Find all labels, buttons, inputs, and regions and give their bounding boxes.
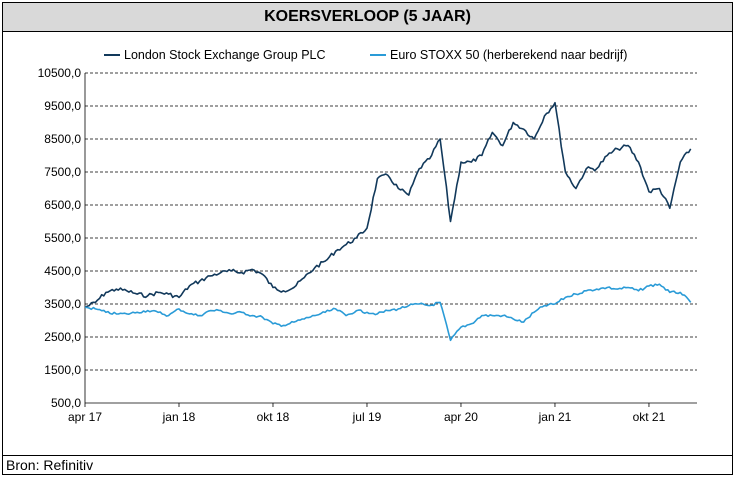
- chart-title: KOERSVERLOOP (5 JAAR): [3, 3, 732, 32]
- x-tick-label: apr 17: [68, 410, 102, 424]
- x-axis-labels: apr 17 jan 18 okt 18 jul 19 apr 20 jan 21 okt …: [68, 410, 666, 424]
- y-tick-label: 3500,0: [44, 297, 81, 311]
- series-lines: [84, 101, 692, 342]
- legend: London Stock Exchange Group PLC Euro STOX…: [104, 48, 627, 62]
- gridlines: [84, 72, 697, 407]
- x-tick-label: jul 19: [352, 410, 382, 424]
- y-tick-label: 500,0: [51, 396, 81, 410]
- y-tick-label: 2500,0: [44, 330, 81, 344]
- y-tick-label: 1500,0: [44, 363, 81, 377]
- x-tick-label: jan 21: [538, 410, 572, 424]
- y-tick-label: 5500,0: [44, 231, 81, 245]
- source-note: Bron: Refinitiv: [3, 455, 732, 474]
- x-tick-label: jan 18: [162, 410, 196, 424]
- x-tick-label: apr 20: [444, 410, 478, 424]
- y-tick-label: 9500,0: [44, 99, 81, 113]
- y-tick-label: 6500,0: [44, 198, 81, 212]
- y-tick-label: 10500,0: [38, 66, 82, 80]
- legend-entry-stoxx-label: Euro STOXX 50 (herberekend naar bedrijf): [390, 48, 627, 62]
- y-axis-labels: 500,0 1500,0 2500,0 3500,0 4500,0 5500,0 6500,…: [38, 66, 82, 410]
- y-tick-label: 7500,0: [44, 165, 81, 179]
- legend-entry-lseg-label: London Stock Exchange Group PLC: [124, 48, 326, 62]
- x-tick-label: okt 18: [257, 410, 290, 424]
- x-tick-label: okt 21: [633, 410, 666, 424]
- series-line-stoxx: [84, 283, 692, 342]
- y-tick-label: 8500,0: [44, 132, 81, 146]
- y-tick-label: 4500,0: [44, 264, 81, 278]
- series-line-lseg: [84, 101, 692, 309]
